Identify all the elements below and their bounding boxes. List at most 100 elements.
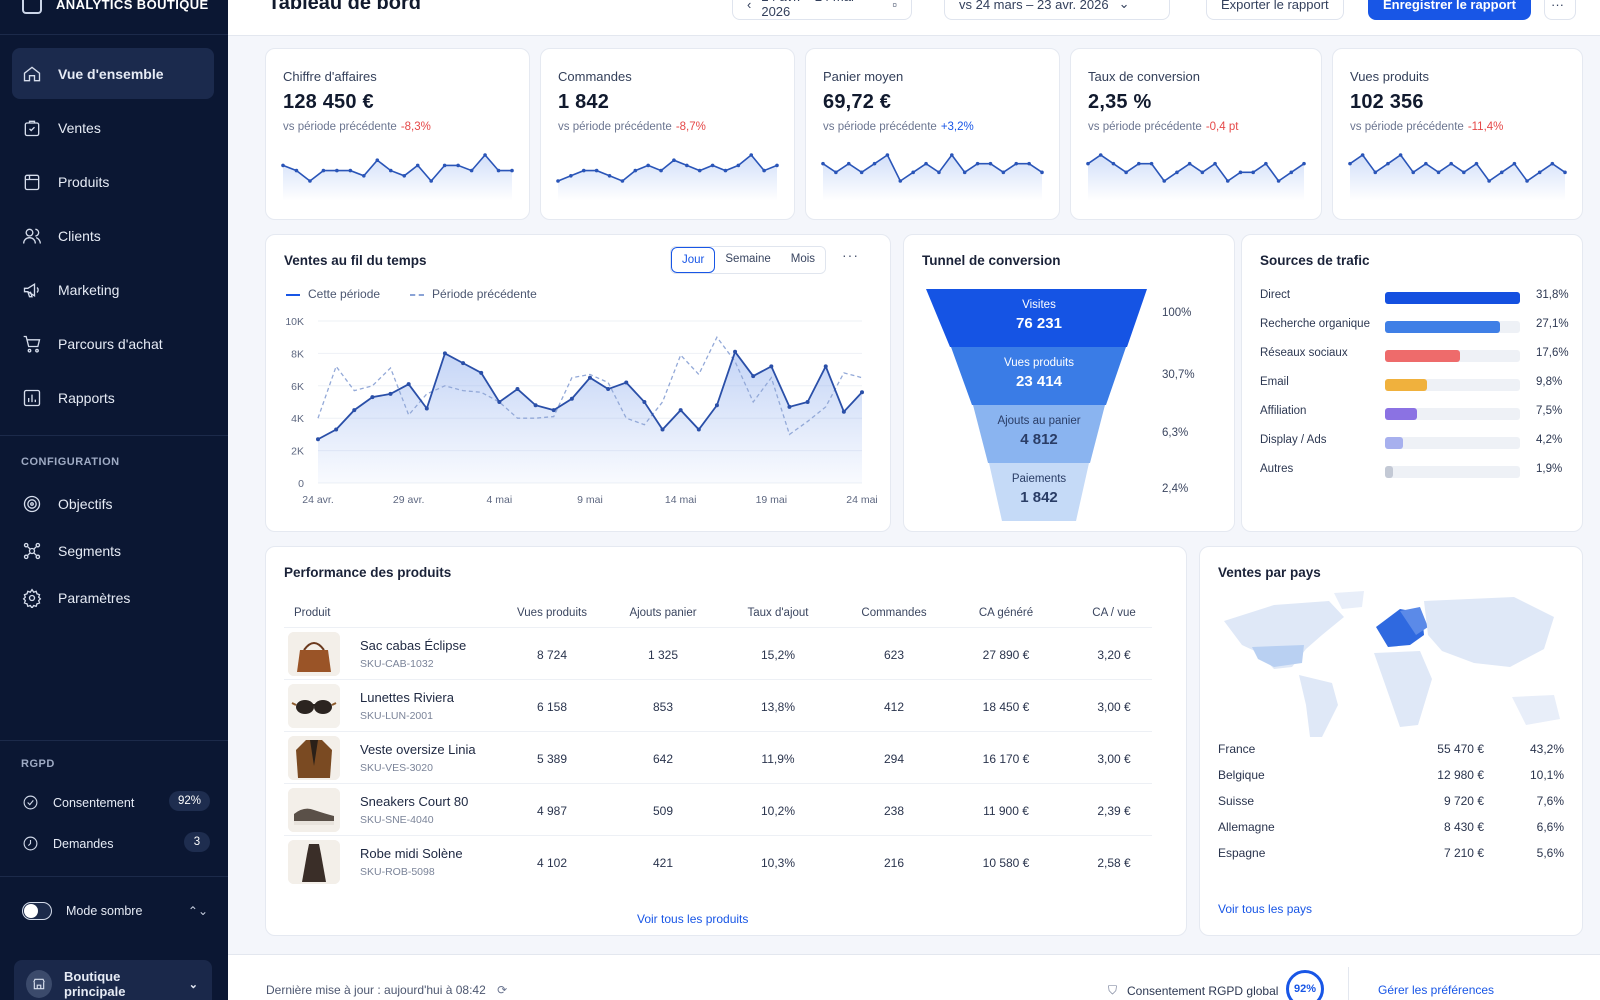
dark-mode-toggle[interactable]: Mode sombre ⌃⌄	[22, 902, 208, 920]
table-row[interactable]: Sac cabas Éclipse SKU-CAB-1032 8 724 1 325…	[284, 627, 1152, 679]
traffic-row[interactable]: Direct 31,8%	[1260, 289, 1569, 305]
see-all-products-link[interactable]: Voir tous les produits	[637, 912, 749, 926]
store-selector[interactable]: Boutique principale ⌄	[14, 960, 212, 1000]
country-name: Espagne	[1218, 846, 1266, 860]
sparkline-point	[1251, 170, 1255, 175]
table-row[interactable]: Robe midi Solène SKU-ROB-5098 4 102 421 10,…	[284, 835, 1152, 887]
traffic-row[interactable]: Display / Ads 4,2%	[1260, 434, 1562, 450]
col-product[interactable]: Produit	[294, 607, 331, 619]
nav-item-segments[interactable]: Segments	[12, 529, 214, 573]
traffic-bar	[1385, 466, 1394, 478]
table-row[interactable]: Lunettes Riviera SKU-LUN-2001 6 158 853 13,…	[284, 679, 1152, 731]
product-name[interactable]: Sneakers Court 80	[360, 794, 469, 809]
current-period-point	[461, 361, 466, 366]
sparkline-point	[950, 153, 954, 157]
kpi-card[interactable]: Panier moyen 69,72 € vs période précéden…	[805, 48, 1060, 220]
col-revenue-per-view[interactable]: CA / vue	[1092, 607, 1136, 619]
tab-week[interactable]: Semaine	[715, 247, 781, 273]
sparkline-point	[685, 163, 689, 168]
tab-day[interactable]: Jour	[671, 247, 716, 273]
current-period-point	[696, 427, 701, 432]
more-menu-button[interactable]: ···	[1544, 0, 1576, 20]
dark-mode-switch[interactable]	[22, 902, 52, 920]
traffic-row[interactable]: Autres 1,9%	[1260, 463, 1562, 479]
nav-item-settings[interactable]: Paramètres	[12, 576, 214, 620]
nav-label: Rapports	[58, 389, 115, 406]
sparkline-point	[348, 168, 353, 173]
nav-item-checkout[interactable]: Parcours d'achat	[12, 318, 214, 369]
nav-label: Paramètres	[58, 590, 131, 606]
nav-item-products[interactable]: Produits	[12, 156, 214, 207]
product-name[interactable]: Sac cabas Éclipse	[360, 638, 467, 653]
product-name[interactable]: Robe midi Solène	[360, 846, 463, 861]
chevron-down-icon: ⌄	[188, 978, 198, 991]
manage-preferences-link[interactable]: Gérer les préférences	[1378, 983, 1495, 997]
nav-item-overview[interactable]: Vue d'ensemble	[12, 48, 214, 99]
shopping-bag-icon	[24, 120, 40, 136]
stage-value: 1 842	[1020, 489, 1058, 506]
map-africa	[1374, 651, 1432, 727]
legend-current: Cette période	[286, 287, 380, 301]
col-add-rate[interactable]: Taux d'ajout	[747, 607, 809, 619]
country-row[interactable]: Allemagne 8 430 € 6,6%	[1218, 820, 1564, 834]
product-name[interactable]: Lunettes Riviera	[360, 690, 454, 705]
nav-item-requests[interactable]: Demandes 3	[12, 823, 214, 864]
save-report-button[interactable]: Enregistrer le rapport	[1368, 0, 1531, 20]
traffic-bar	[1385, 350, 1460, 362]
kpi-cmp-label: vs période précédente	[283, 121, 397, 133]
kpi-value: 2,35 %	[1088, 91, 1152, 113]
sparkline-point	[581, 168, 586, 173]
kpi-sparkline	[1348, 153, 1567, 201]
date-range-picker[interactable]: ‹ 24 avr. – 24 mai 2026 ▫	[732, 0, 912, 20]
col-revenue[interactable]: CA généré	[978, 607, 1034, 619]
shield-icon: ⛉	[1108, 983, 1118, 997]
refresh-icon[interactable]: ⟳	[497, 983, 508, 997]
sparkline-point	[1200, 170, 1205, 175]
nav-item-sales[interactable]: Ventes	[12, 102, 214, 153]
kpi-comparison: vs période précédente +3,2%	[823, 121, 974, 133]
compare-range-picker[interactable]: vs 24 mars – 23 avr. 2026 ⌄	[944, 0, 1170, 20]
sparkline-point	[1449, 161, 1453, 166]
traffic-row[interactable]: Réseaux sociaux 17,6%	[1260, 347, 1569, 363]
sparkline-point	[362, 174, 366, 178]
nav-item-objectives[interactable]: Objectifs	[12, 482, 214, 526]
country-row[interactable]: Espagne 7 210 € 5,6%	[1218, 846, 1564, 860]
traffic-row[interactable]: Email 9,8%	[1260, 376, 1562, 392]
nav-item-reports[interactable]: Rapports	[12, 372, 214, 423]
x-tick-label: 24 avr.	[302, 494, 334, 506]
chart-more-button[interactable]: ···	[842, 247, 859, 263]
country-row[interactable]: Belgique 12 980 € 10,1%	[1218, 768, 1564, 782]
kpi-comparison: vs période précédente -8,3%	[283, 121, 431, 133]
col-views[interactable]: Vues produits	[517, 607, 587, 619]
kpi-card[interactable]: Vues produits 102 356 vs période précéde…	[1332, 48, 1583, 220]
product-name[interactable]: Veste oversize Linia	[360, 742, 476, 757]
table-row[interactable]: Veste oversize Linia SKU-VES-3020 5 389 64…	[284, 731, 1152, 783]
sparkline-point	[633, 168, 638, 173]
sparkline-point	[1225, 179, 1230, 183]
nav-item-clients[interactable]: Clients	[12, 210, 214, 261]
col-adds[interactable]: Ajouts panier	[629, 607, 697, 619]
traffic-row[interactable]: Recherche organique 27,1%	[1260, 318, 1569, 334]
country-row[interactable]: France 55 470 € 43,2%	[1218, 742, 1564, 756]
kpi-card[interactable]: Chiffre d'affaires 128 450 € vs période …	[265, 48, 530, 220]
traffic-label: Direct	[1260, 289, 1291, 301]
nav-item-marketing[interactable]: Marketing	[12, 264, 214, 315]
segments-icon	[23, 542, 41, 560]
tab-month[interactable]: Mois	[780, 247, 826, 273]
export-report-button[interactable]: Exporter le rapport	[1206, 0, 1344, 20]
see-all-countries-link[interactable]: Voir tous les pays	[1218, 902, 1313, 916]
traffic-row[interactable]: Affiliation 7,5%	[1260, 405, 1562, 421]
global-consent: ⛉ Consentement RGPD global	[1108, 983, 1278, 998]
sparkline-point	[749, 153, 754, 157]
cell-orders: 238	[883, 804, 905, 818]
kpi-card[interactable]: Commandes 1 842 vs période précédente -8,…	[540, 48, 795, 220]
page-title: Tableau de bord	[268, 0, 421, 14]
country-row[interactable]: Suisse 9 720 € 7,6%	[1218, 794, 1564, 808]
countries-title: Ventes par pays	[1218, 565, 1321, 580]
nav-item-consent[interactable]: Consentement 92%	[12, 782, 214, 823]
table-row[interactable]: Sneakers Court 80 SKU-SNE-4040 4 987 509 10…	[284, 783, 1152, 835]
stage-label: Paiements	[1011, 473, 1067, 485]
col-orders[interactable]: Commandes	[861, 607, 927, 619]
kpi-card[interactable]: Taux de conversion 2,35 % vs période pré…	[1070, 48, 1322, 220]
map-australia	[1512, 695, 1560, 725]
